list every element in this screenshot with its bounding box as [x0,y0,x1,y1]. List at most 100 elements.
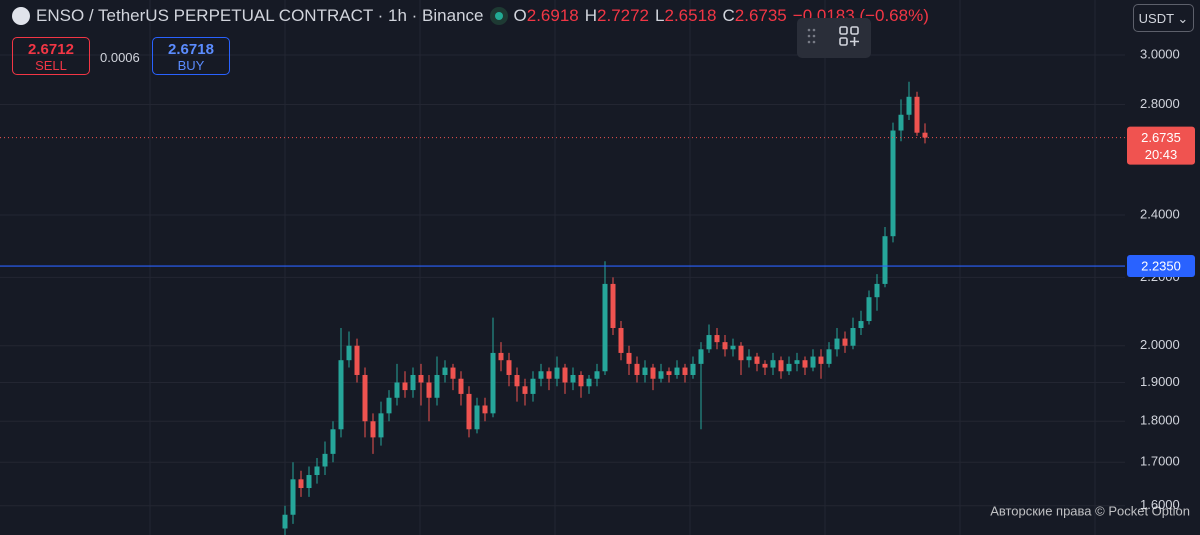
candle-body [602,283,608,372]
candle-body [378,413,384,438]
candle-body [530,378,536,394]
candle-body [650,367,656,379]
candle-body [466,393,472,430]
watermark: Авторские права © Pocket Option [990,503,1190,518]
candle-body [306,475,312,489]
candle-body [570,374,576,383]
candle-body [658,371,664,379]
ohlc-label: O [513,6,527,25]
candle-body [562,367,568,383]
candle-body [586,378,592,387]
sell-label: SELL [35,58,67,73]
y-tick-label: 1.7000 [1140,454,1180,469]
candle-body [858,321,864,329]
y-tick-label: 1.9000 [1140,374,1180,389]
ohlc-o: O2.6918 [514,6,579,26]
candle-body [906,96,912,115]
ohlc-value: 2.6518 [664,6,717,25]
price-line-tag [1127,255,1195,278]
candle-body [666,371,672,375]
candle-body [482,405,488,414]
candle-body [546,371,552,379]
candle-body [362,374,368,422]
candle-body [786,363,792,372]
candle-body [538,371,544,379]
candle-body [410,374,416,391]
candle-body [370,421,376,438]
candle-body [506,360,512,375]
candle-body [754,356,760,364]
symbol-icon [12,7,30,25]
candle-body [802,360,808,368]
ohlc-h: H2.7272 [585,6,649,26]
sell-button[interactable]: 2.6712 SELL [12,37,90,75]
candle-body [850,328,856,346]
ohlc-c: C2.6735 [722,6,786,26]
ohlc-label: H [584,6,598,25]
ohlc-label: C [722,6,735,25]
candle-body [690,363,696,375]
candle-body [618,328,624,353]
candle-body [890,130,896,237]
last-price-tag [1127,126,1195,165]
currency-select[interactable]: USDT ⌄ [1133,4,1194,32]
y-tick-label: 3.0000 [1140,46,1180,61]
candle-body [882,236,888,284]
candle-body [746,356,752,361]
candle-body [354,345,360,375]
candle-body [594,371,600,379]
candle-body [314,466,320,476]
candle-body [682,367,688,375]
candle-body [738,345,744,361]
candle-body [346,345,352,361]
buy-price: 2.6718 [168,41,214,58]
candle-body [610,283,616,329]
toolbar[interactable] [797,18,871,58]
candle-body [730,345,736,350]
candle-body [778,360,784,372]
candle-body [554,367,560,379]
candle-body [338,360,344,430]
y-tick-label: 2.8000 [1140,96,1180,111]
candle-body [514,374,520,387]
candle-body [842,338,848,346]
candle-body [626,352,632,364]
candle-body [418,374,424,383]
candle-body [826,349,832,364]
y-tick-label: 1.8000 [1140,413,1180,428]
candle-body [770,360,776,368]
candle-body [794,360,800,364]
candle-body [330,429,336,454]
y-tick-label: 2.0000 [1140,337,1180,352]
ohlc-l: L2.6518 [655,6,716,26]
candle-body [698,349,704,364]
candle-body [498,352,504,361]
candle-body [674,367,680,375]
candle-body [922,132,928,138]
sell-price: 2.6712 [28,41,74,58]
buy-button[interactable]: 2.6718 BUY [152,37,230,75]
candle-body [394,382,400,398]
ohlc-label: L [655,6,665,25]
candle-body [642,367,648,375]
buy-label: BUY [177,58,205,73]
symbol[interactable]: ENSO / TetherUS PERPETUAL CONTRACT · 1h … [36,6,484,25]
candle-body [714,335,720,343]
candle-body [322,453,328,467]
candle-body [578,374,584,387]
candle-body [434,374,440,398]
candle-body [386,397,392,414]
candle-body [426,382,432,398]
candle-body [290,479,296,515]
candle-body [810,356,816,368]
candle-body [298,479,304,489]
ohlc-value: 2.6918 [526,6,579,25]
candle-body [458,378,464,394]
ohlc-value: 2.6735 [734,6,787,25]
y-tick-label: 2.4000 [1140,206,1180,221]
candle-body [490,352,496,414]
candle-body [914,96,920,133]
candle-body [874,283,880,298]
candle-body [442,367,448,375]
candle-body [722,342,728,350]
